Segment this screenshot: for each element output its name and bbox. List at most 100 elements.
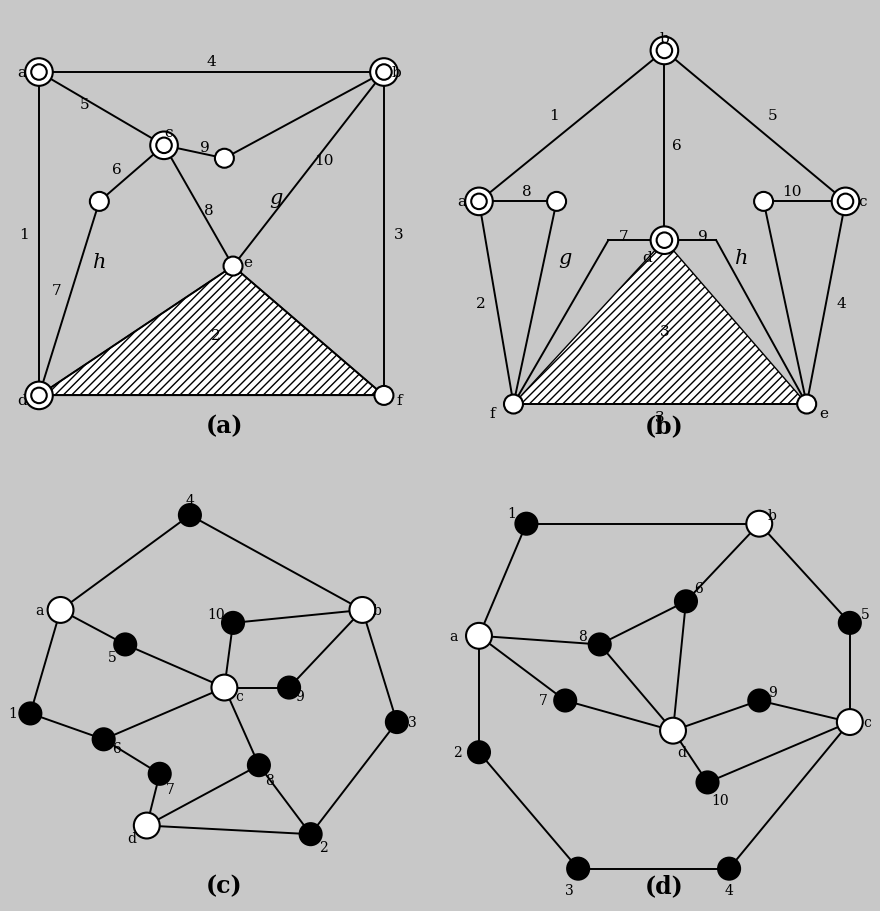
Circle shape <box>211 675 238 701</box>
Text: a: a <box>35 603 43 618</box>
Text: 2: 2 <box>453 745 462 760</box>
Text: (d): (d) <box>645 874 684 897</box>
Text: h: h <box>736 249 749 268</box>
Circle shape <box>567 857 590 880</box>
Text: 3: 3 <box>660 324 669 338</box>
Circle shape <box>90 193 109 211</box>
Text: d: d <box>17 394 26 407</box>
Text: 2: 2 <box>319 840 328 855</box>
Circle shape <box>746 511 773 537</box>
Text: b: b <box>659 32 670 46</box>
Text: d: d <box>642 251 652 265</box>
Text: (a): (a) <box>206 414 243 438</box>
Text: e: e <box>244 255 253 270</box>
Text: c: c <box>236 690 244 703</box>
Text: d: d <box>128 832 136 845</box>
Circle shape <box>466 189 493 216</box>
Circle shape <box>134 813 160 838</box>
Circle shape <box>26 59 53 87</box>
Text: 4: 4 <box>836 296 846 311</box>
Text: g: g <box>559 249 572 268</box>
Text: 4: 4 <box>186 494 194 507</box>
Circle shape <box>748 690 771 711</box>
Circle shape <box>554 690 576 711</box>
Circle shape <box>504 395 523 415</box>
Text: 10: 10 <box>712 793 730 807</box>
Circle shape <box>468 742 490 763</box>
Text: 7: 7 <box>166 782 175 796</box>
Circle shape <box>660 718 686 743</box>
Text: c: c <box>164 127 172 140</box>
Text: 5: 5 <box>767 109 777 123</box>
Text: (b): (b) <box>645 414 684 438</box>
Text: 4: 4 <box>207 56 216 69</box>
Circle shape <box>222 612 245 634</box>
Text: 7: 7 <box>51 283 61 298</box>
Text: g: g <box>269 189 282 208</box>
Text: 1: 1 <box>550 109 560 123</box>
Text: 7: 7 <box>619 230 628 243</box>
Text: d: d <box>677 745 686 760</box>
Text: 9: 9 <box>296 690 304 703</box>
Text: 3: 3 <box>407 715 416 729</box>
Text: e: e <box>819 406 828 420</box>
Text: 5: 5 <box>79 98 89 112</box>
Circle shape <box>150 132 178 160</box>
Circle shape <box>349 598 375 623</box>
Text: 10: 10 <box>207 608 224 621</box>
Circle shape <box>547 193 566 211</box>
Circle shape <box>299 823 322 845</box>
Circle shape <box>385 711 408 733</box>
Text: 1: 1 <box>507 507 516 520</box>
Circle shape <box>92 728 115 751</box>
Text: 3: 3 <box>656 411 665 425</box>
Text: 7: 7 <box>539 694 548 708</box>
Circle shape <box>515 513 538 536</box>
Text: 4: 4 <box>724 884 734 897</box>
Circle shape <box>718 857 740 880</box>
Text: 9: 9 <box>699 230 708 243</box>
Circle shape <box>149 763 171 785</box>
Circle shape <box>375 386 393 405</box>
Text: 9: 9 <box>768 685 776 699</box>
Text: 8: 8 <box>265 773 274 787</box>
Text: 8: 8 <box>522 184 532 199</box>
Text: h: h <box>92 253 106 272</box>
Circle shape <box>224 257 243 276</box>
Text: 6: 6 <box>694 582 703 596</box>
Text: a: a <box>449 630 458 643</box>
Circle shape <box>179 505 202 527</box>
Circle shape <box>839 612 861 634</box>
Text: 1: 1 <box>9 707 18 721</box>
Text: 2: 2 <box>211 329 221 343</box>
Polygon shape <box>514 241 807 404</box>
Circle shape <box>650 37 678 66</box>
Circle shape <box>215 149 234 169</box>
Text: 2: 2 <box>476 296 486 311</box>
Text: 3: 3 <box>394 228 404 241</box>
Circle shape <box>19 702 41 725</box>
Text: 3: 3 <box>565 884 574 897</box>
Circle shape <box>114 633 136 656</box>
Text: 6: 6 <box>672 139 682 153</box>
Text: 6: 6 <box>113 742 121 755</box>
Circle shape <box>48 598 74 623</box>
Circle shape <box>832 189 859 216</box>
Text: b: b <box>373 603 382 618</box>
Circle shape <box>247 754 270 776</box>
Text: 10: 10 <box>781 184 802 199</box>
Circle shape <box>650 227 678 255</box>
Text: c: c <box>863 715 871 729</box>
Polygon shape <box>39 267 384 396</box>
Text: (c): (c) <box>206 874 243 897</box>
Text: a: a <box>18 66 26 80</box>
Text: 5: 5 <box>861 608 869 621</box>
Text: b: b <box>767 508 777 523</box>
Text: 5: 5 <box>108 650 117 665</box>
Text: a: a <box>458 195 466 210</box>
Circle shape <box>278 677 300 699</box>
Circle shape <box>797 395 816 415</box>
Text: f: f <box>489 406 495 420</box>
Circle shape <box>675 590 697 613</box>
Circle shape <box>696 772 719 793</box>
